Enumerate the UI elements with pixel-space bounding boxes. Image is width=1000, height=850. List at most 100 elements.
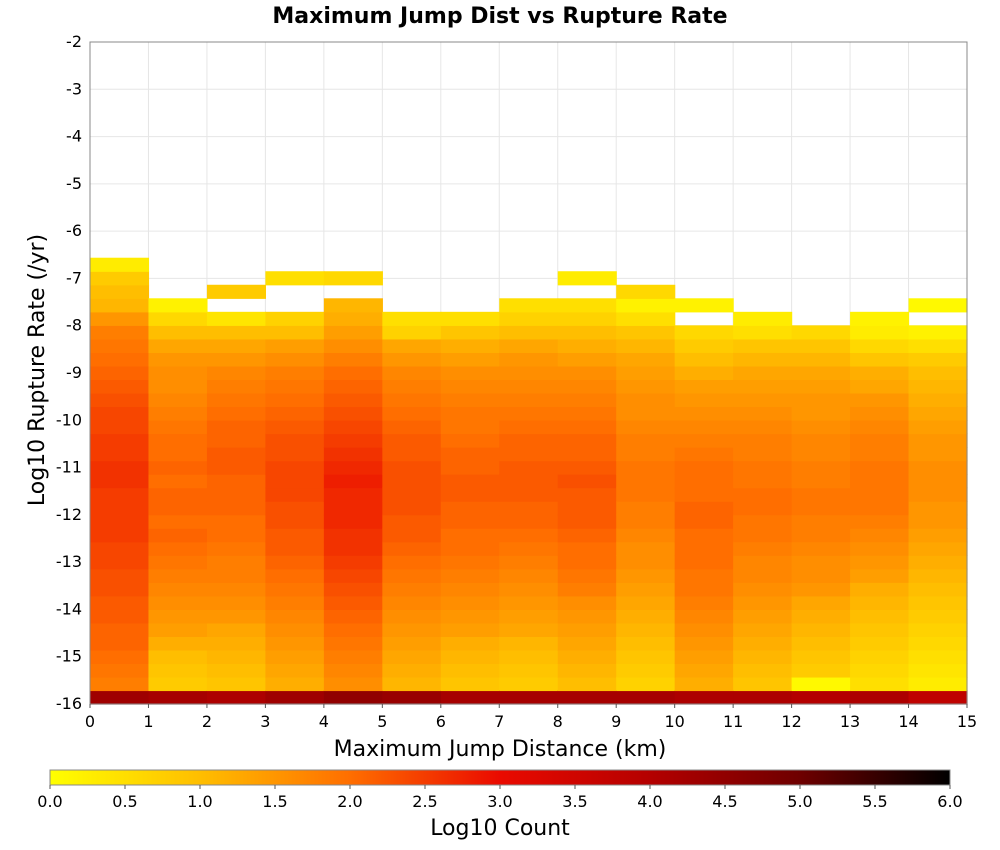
heatmap-cell [323,325,383,340]
heatmap-cell [90,555,150,570]
heatmap-cell [733,311,793,326]
heatmap-cell [791,690,851,705]
heatmap-cell [557,433,617,448]
colorbar [49,769,951,786]
heatmap-cell [557,447,617,462]
heatmap-cell [908,338,968,353]
heatmap-cell [206,325,266,340]
heatmap-cell [90,271,150,286]
heatmap-cell [440,528,500,543]
heatmap-cell [265,649,325,665]
heatmap-cell [791,406,851,421]
heatmap-cell [499,325,559,340]
heatmap-cell [265,352,325,367]
heatmap-cell [90,311,150,326]
heatmap-cell [382,676,442,692]
heatmap-cell [908,649,968,665]
heatmap-cell [90,690,150,705]
heatmap-cell [733,568,793,583]
plot-frame [89,41,968,705]
heatmap-cell [382,582,442,597]
heatmap-cell [791,541,851,556]
heatmap-cell [850,379,910,394]
colorbar-label: Log10 Count [430,816,570,841]
heatmap-cell [265,501,325,516]
heatmap-cell [850,582,910,597]
y-tick-label: -8 [66,316,82,335]
heatmap-cell [206,433,266,448]
heatmap-cell [616,487,676,502]
heatmap-cell [440,406,500,421]
heatmap-cell [674,663,734,678]
heatmap-cell [206,460,266,475]
heatmap-cell [616,474,676,489]
heatmap-cell [616,392,676,408]
heatmap-cell [382,338,442,353]
heatmap-cell [499,298,559,313]
heatmap-cell [382,609,442,624]
heatmap-cell [90,447,150,462]
heatmap-cell [616,595,676,610]
x-tick-label: 13 [840,712,860,731]
heatmap-cell [908,298,968,313]
colorbar-tick-label: 5.5 [862,792,887,811]
heatmap-cell [265,636,325,651]
heatmap-cell [440,663,500,678]
colorbar-tick-label: 0.0 [37,792,62,811]
heatmap-cell [323,514,383,529]
heatmap-cell [499,663,559,678]
heatmap-cell [557,420,617,435]
heatmap-cell [850,595,910,610]
heatmap-cell [674,365,734,381]
heatmap-cell [791,649,851,665]
heatmap-cell [674,595,734,610]
heatmap-cell [616,379,676,394]
heatmap-cell [733,352,793,367]
heatmap-cell [850,352,910,367]
heatmap-cell [616,555,676,570]
heatmap-cell [148,595,208,610]
heatmap-cell [265,447,325,462]
heatmap-cell [440,474,500,489]
y-tick-label: -12 [56,505,82,524]
heatmap-cell [90,663,150,678]
heatmap-cell [674,622,734,637]
heatmap-cell [733,528,793,543]
heatmap-cell [265,568,325,583]
heatmap-cell [557,365,617,381]
heatmap-cell [265,595,325,610]
heatmap-cell [557,541,617,556]
heatmap-cell [206,690,266,705]
heatmap-cell [323,568,383,583]
heatmap-cell [557,636,617,651]
heatmap-cell [148,379,208,394]
heatmap-cell [557,474,617,489]
heatmap-cell [674,582,734,597]
heatmap-cell [206,474,266,489]
heatmap-cell [499,487,559,502]
heatmap-cell [323,352,383,367]
heatmap-cell [674,609,734,624]
heatmap-cell [908,663,968,678]
heatmap-cell [323,271,383,286]
heatmap-cell [557,271,617,286]
heatmap-cell [206,609,266,624]
heatmap-cell [674,420,734,435]
heatmap-cell [265,487,325,502]
heatmap-cell [323,447,383,462]
heatmap-cell [90,352,150,367]
heatmap-cell [440,325,500,340]
colorbar-tick-label: 6.0 [937,792,962,811]
heatmap-cell [382,541,442,556]
heatmap-cell [499,582,559,597]
heatmap-cell [323,541,383,556]
heatmap-cell [557,298,617,313]
heatmap-cell [850,690,910,705]
heatmap-cell [733,555,793,570]
heatmap-cell [616,568,676,583]
heatmap-cell [499,474,559,489]
heatmap-cell [850,460,910,475]
heatmap-cell [265,271,325,286]
heatmap-cell [791,474,851,489]
